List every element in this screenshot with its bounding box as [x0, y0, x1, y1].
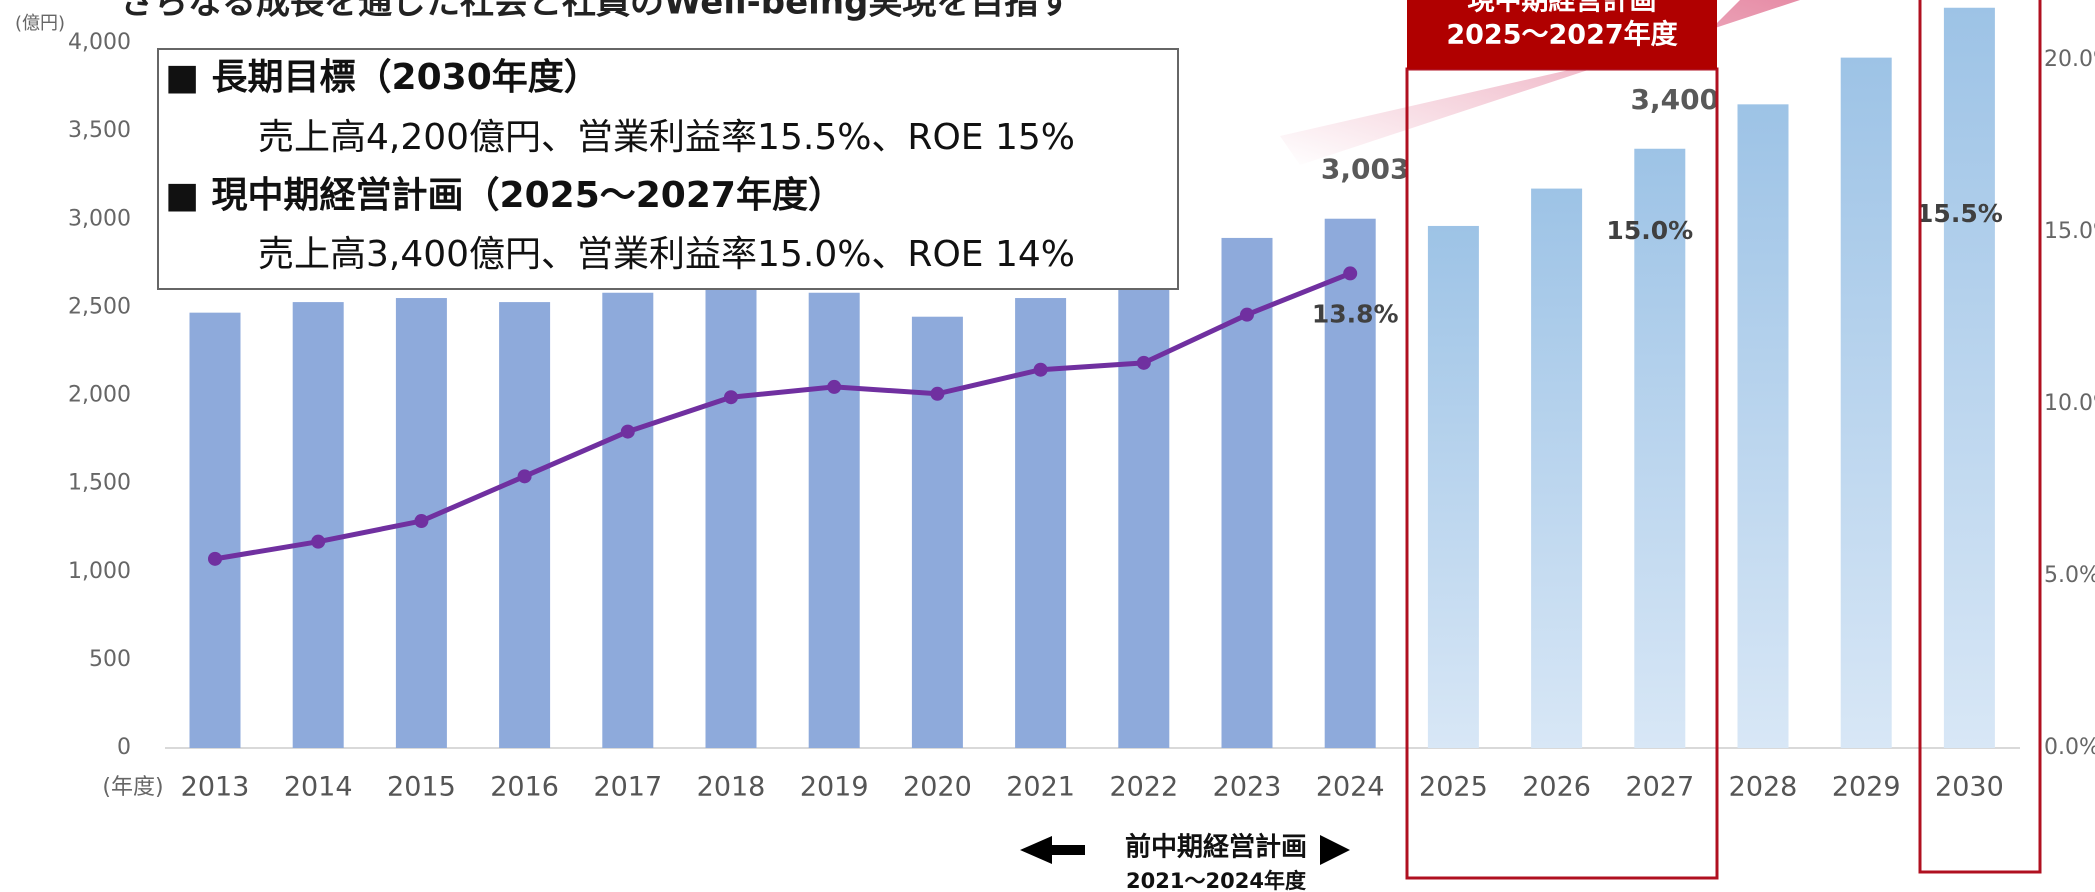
chart-title: さらなる成長を通じた社会と社員のWell-being実現を目指す: [120, 0, 1072, 23]
y-tick-label: 4,000: [68, 30, 131, 55]
x-tick-label: 2017: [593, 772, 662, 803]
bar: [499, 302, 551, 748]
x-tick-label: 2013: [181, 772, 250, 803]
info-heading: ■ 現中期経営計画（2025〜2027年度）: [165, 175, 844, 216]
plan-header-text: 現中期経営計画: [1468, 0, 1657, 17]
line-point: [1033, 362, 1048, 377]
y-tick-label: 2,500: [68, 294, 131, 319]
line-point: [517, 469, 532, 484]
y-tick-label: 3,000: [68, 206, 131, 231]
line-point: [620, 424, 635, 439]
y2-tick-label: 20.0%: [2044, 47, 2095, 72]
x-tick-label: 2029: [1832, 772, 1901, 803]
y-tick-label: 1,500: [68, 471, 131, 496]
line-point: [414, 514, 429, 529]
y2-tick-label: 10.0%: [2044, 391, 2095, 416]
decoration: [1280, 0, 1800, 165]
y-axis-unit: (億円): [15, 13, 65, 34]
previous-plan-period: 2021〜2024年度: [1126, 869, 1306, 892]
y2-tick-label: 0.0%: [2044, 735, 2095, 760]
bar: [911, 316, 963, 748]
info-text: 売上高4,200億円、営業利益率15.5%、ROE 15%: [258, 117, 1075, 158]
x-tick-label: 2014: [284, 772, 353, 803]
bar: [1943, 7, 1995, 748]
x-tick-label: 2027: [1625, 772, 1694, 803]
x-tick-label: 2030: [1935, 772, 2004, 803]
previous-plan-label: 前中期経営計画: [1125, 832, 1307, 863]
x-axis-unit: (年度): [102, 775, 163, 800]
line: [214, 271, 1352, 562]
bar: [1737, 104, 1789, 748]
x-tick-label: 2025: [1419, 772, 1488, 803]
line-point: [311, 534, 326, 549]
x-tick-label: 2020: [903, 772, 972, 803]
arrow-left: [1020, 836, 1085, 864]
line-point: [724, 390, 738, 405]
x-tick-label: 2018: [697, 772, 766, 803]
annotation: 15.0%: [1606, 216, 1693, 245]
line-point: [1343, 266, 1358, 281]
target-frame: [1918, 0, 2042, 874]
info-box: [157, 48, 1179, 290]
bar: [1427, 225, 1479, 748]
x-tick-label: 2019: [800, 772, 869, 803]
x-tick-label: 2028: [1729, 772, 1798, 803]
x-tick-label: 2021: [1006, 772, 1075, 803]
y-tick-label: 2,000: [68, 383, 131, 408]
x-tick-label: 2026: [1522, 772, 1591, 803]
line-point: [1136, 355, 1151, 370]
bar: [602, 292, 654, 748]
plan-header-text: 2025〜2027年度: [1446, 19, 1677, 51]
arrow-right: [1320, 835, 1350, 865]
bar: [292, 302, 344, 748]
line-point: [208, 551, 222, 566]
y2-tick-label: 5.0%: [2044, 563, 2095, 588]
bar: [1634, 148, 1686, 748]
y-tick-label: 500: [89, 647, 131, 672]
line-point: [1240, 307, 1254, 322]
bar: [1118, 280, 1170, 748]
x-tick-label: 2016: [490, 772, 559, 803]
y2-tick-label: 15.0%: [2044, 219, 2095, 244]
value-label: 3,003: [1321, 153, 1410, 186]
bar: [1531, 188, 1583, 748]
info-heading: ■ 長期目標（2030年度）: [165, 57, 600, 98]
x-tick-label: 2024: [1316, 772, 1385, 803]
bar: [808, 292, 860, 748]
line-point: [930, 386, 945, 401]
plot: 0 500 1,000 1,500 2,000 2,500 3,000 3,500 4,000 0…: [68, 7, 2095, 803]
bar: [189, 312, 241, 748]
bar: [1324, 218, 1376, 748]
y-tick-label: 3,500: [68, 118, 131, 143]
info-text: 売上高3,400億円、営業利益率15.0%、ROE 14%: [258, 234, 1075, 275]
plan-header: [1407, 0, 1717, 69]
bar: [705, 287, 757, 748]
value-label: 13.8%: [1312, 299, 1399, 328]
value-label: 3,400: [1631, 83, 1720, 116]
line-point: [827, 379, 842, 394]
annotation: 15.5%: [1916, 199, 2003, 228]
x-tick-label: 2023: [1213, 772, 1282, 803]
y-tick-label: 0: [117, 735, 131, 760]
y-tick-label: 1,000: [68, 559, 131, 584]
bar: [1840, 57, 1892, 749]
x-tick-label: 2015: [387, 772, 456, 803]
x-tick-label: 2022: [1109, 772, 1178, 803]
